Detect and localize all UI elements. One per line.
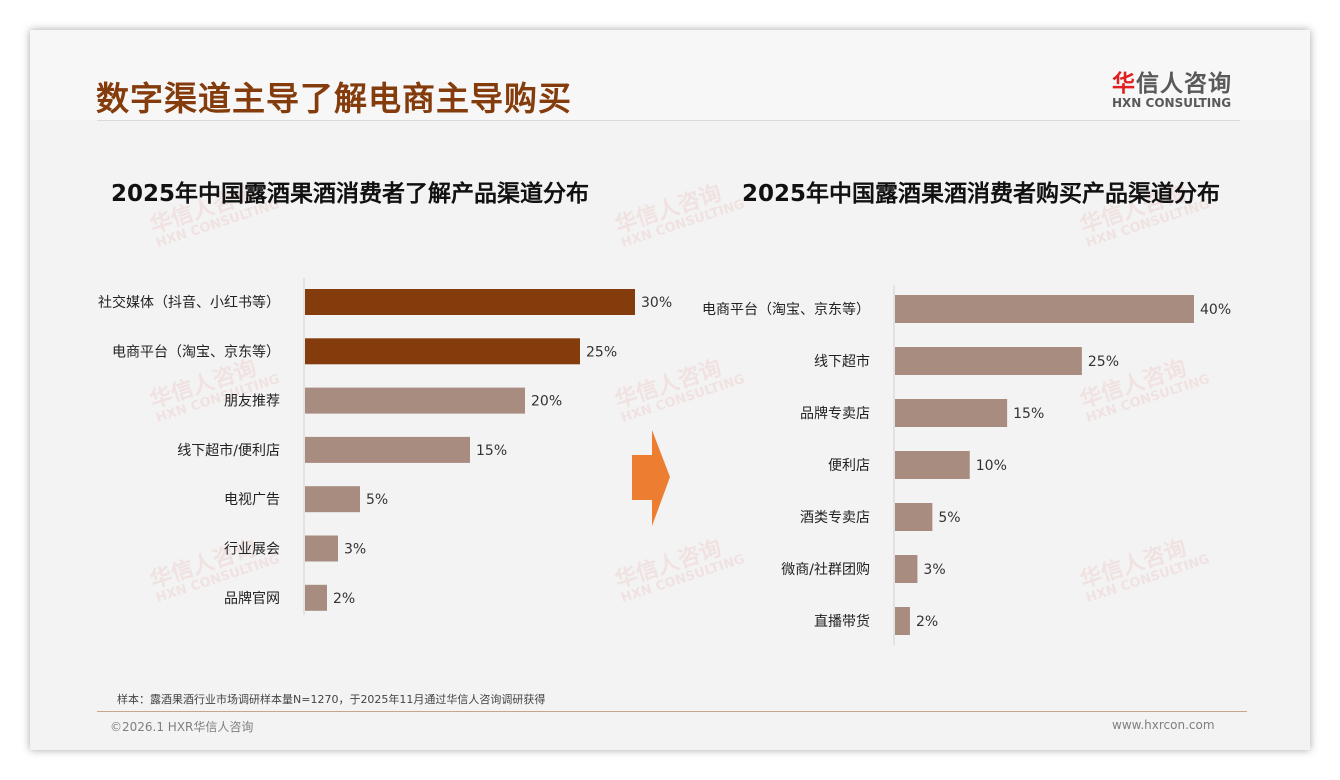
logo-text: 信人咨询: [1136, 71, 1232, 97]
category-label: 朋友推荐: [224, 394, 280, 410]
category-label: 便利店: [828, 458, 870, 474]
bar: [305, 289, 635, 315]
bar: [895, 451, 970, 479]
bar: [305, 436, 470, 463]
bar: [305, 387, 525, 414]
logo: 华信人咨询 HXN CONSULTING: [1112, 64, 1232, 110]
sample-note: 样本：露酒果酒行业市场调研样本量N=1270，于2025年11月通过华信人咨询调…: [117, 693, 546, 706]
logo-en: HXN CONSULTING: [1112, 96, 1232, 110]
data-label: 40%: [1200, 302, 1231, 318]
bar: [895, 399, 1008, 427]
category-label: 品牌官网: [224, 590, 280, 607]
bar: [305, 535, 338, 562]
data-label: 25%: [586, 344, 617, 360]
data-label: 3%: [344, 542, 366, 558]
header: [30, 30, 1310, 120]
bar: [305, 584, 327, 611]
copyright: ©2026.1 HXR华信人咨询: [110, 720, 254, 734]
category-label: 酒类专卖店: [800, 510, 870, 526]
page-title: 数字渠道主导了解电商主导购买: [96, 79, 572, 118]
category-label: 线下超市: [814, 353, 870, 370]
slide: 华信人咨询 HXN CONSULTING 华信人咨询 HXN CONSULTING 华信…: [30, 30, 1310, 750]
data-label: 30%: [641, 295, 672, 311]
data-label: 10%: [976, 458, 1007, 474]
data-label: 2%: [916, 614, 938, 630]
left-chart-title: 2025年中国露酒果酒消费者了解产品渠道分布: [110, 181, 590, 207]
data-label: 20%: [531, 394, 562, 410]
category-label: 线下超市/便利店: [177, 442, 280, 459]
website-link[interactable]: www.hxrcon.com: [1112, 718, 1215, 732]
data-label: 5%: [938, 510, 960, 526]
category-label: 电视广告: [224, 492, 280, 508]
bar: [895, 555, 918, 583]
bar: [895, 503, 933, 531]
data-label: 15%: [1013, 406, 1044, 422]
bar: [895, 347, 1082, 375]
data-label: 15%: [476, 443, 507, 459]
header-divider: [97, 120, 1240, 121]
category-label: 社交媒体（抖音、小红书等）: [98, 294, 280, 311]
right-chart-title: 2025年中国露酒果酒消费者购买产品渠道分布: [741, 181, 1221, 207]
logo-accent: 华: [1112, 71, 1136, 97]
data-label: 3%: [923, 562, 945, 578]
bar: [895, 295, 1194, 323]
bar: [895, 607, 910, 635]
category-label: 微商/社群团购: [781, 562, 870, 578]
category-label: 品牌专卖店: [800, 405, 870, 422]
data-label: 5%: [366, 492, 388, 508]
category-label: 电商平台（淘宝、京东等）: [112, 343, 280, 360]
category-label: 电商平台（淘宝、京东等）: [702, 301, 870, 318]
data-label: 25%: [1088, 354, 1119, 370]
category-label: 直播带货: [814, 613, 870, 630]
footer-divider: [97, 711, 1247, 712]
bar: [305, 338, 580, 365]
category-label: 行业展会: [224, 542, 280, 558]
charts: 社交媒体（抖音、小红书等） 30% 电商平台（淘宝、京东等） 25% 朋友推荐 20% 线下…: [98, 278, 1231, 645]
data-label: 2%: [333, 591, 355, 607]
arrow-right-icon: [632, 430, 670, 526]
bar: [305, 486, 360, 513]
